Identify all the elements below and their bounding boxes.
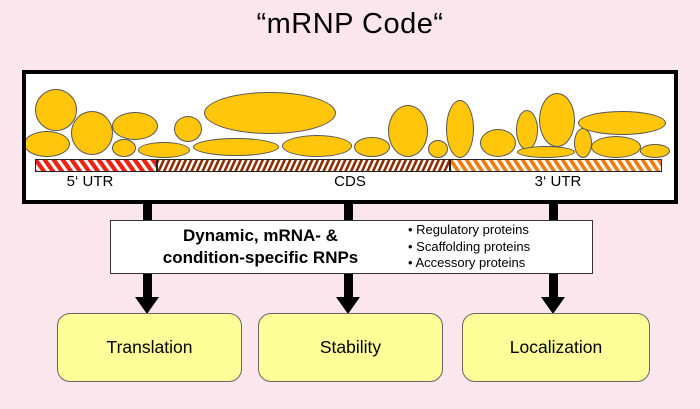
protein-blob (138, 142, 190, 158)
protein-blob (578, 111, 666, 135)
protein-blob (112, 139, 136, 157)
outcome-label: Translation (106, 337, 193, 357)
protein-blob (35, 89, 77, 131)
rnp-main-line2: condition-specific RNPs (162, 248, 359, 267)
mrna-cds-region (157, 159, 450, 172)
mrnp-complex-panel: 5‘ UTR CDS 3‘ UTR (22, 70, 678, 204)
rnp-description-box: Dynamic, mRNA- & condition-specific RNPs… (110, 220, 593, 274)
outcome-box-localization: Localization (462, 313, 650, 382)
label-cds: CDS (334, 173, 366, 190)
rnp-protein-bullet-list: • Regulatory proteins • Scaffolding prote… (368, 222, 592, 272)
protein-blob (446, 100, 474, 158)
protein-blob (574, 128, 592, 158)
outcome-box-stability: Stability (258, 313, 443, 382)
mrna-5utr-region (35, 159, 157, 172)
protein-blob (174, 116, 202, 142)
label-3utr: 3‘ UTR (534, 173, 582, 190)
protein-blob (204, 92, 336, 134)
protein-blob-layer (26, 74, 674, 200)
protein-blob (517, 146, 575, 158)
protein-blob (539, 93, 575, 147)
rnp-bullet-item: • Accessory proteins (408, 255, 526, 271)
rnp-bullet-item: • Regulatory proteins (408, 222, 529, 238)
protein-blob (26, 131, 70, 157)
outcome-label: Stability (319, 337, 382, 357)
outcome-label: Localization (509, 337, 603, 357)
protein-blob (516, 110, 538, 150)
protein-blob (640, 144, 670, 158)
protein-blob (480, 129, 516, 157)
rnp-bullet-item: • Scaffolding proteins (408, 238, 531, 254)
protein-blob (282, 135, 352, 157)
outcome-box-translation: Translation (57, 313, 242, 382)
mrna-3utr-region (450, 159, 662, 172)
protein-blob (428, 140, 448, 158)
label-5utr: 5‘ UTR (66, 173, 114, 190)
diagram-title: “mRNP Code“ (256, 8, 444, 40)
rnp-main-line1: Dynamic, mRNA- & (183, 225, 338, 245)
arrow-head-down-icon (135, 297, 159, 314)
rnp-main-label: Dynamic, mRNA- & condition-specific RNPs (111, 225, 368, 269)
protein-blob (591, 136, 641, 158)
arrow-head-down-icon (336, 297, 360, 314)
protein-blob (112, 112, 158, 140)
protein-blob (354, 137, 390, 157)
protein-blob (388, 105, 428, 157)
arrow-head-down-icon (541, 297, 565, 314)
protein-blob (71, 111, 113, 155)
protein-blob (193, 138, 279, 156)
